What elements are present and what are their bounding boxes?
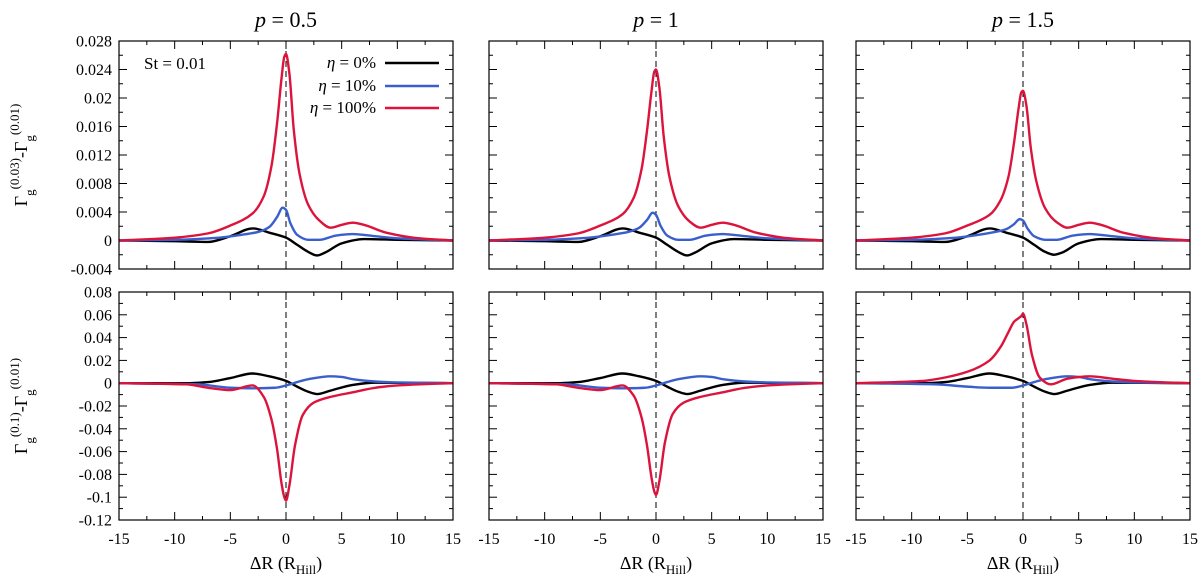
y-tick-label: 0.004 (76, 205, 112, 222)
x-tick-label: 15 (1182, 531, 1198, 548)
x-axis-label: ΔR (RHill) (620, 553, 692, 577)
series-line-0 (856, 227, 1190, 256)
x-tick-label: -15 (478, 531, 499, 548)
y-tick-label: -0.04 (79, 421, 112, 438)
x-tick-label: 0 (1019, 531, 1027, 548)
x-tick-label: 5 (1075, 531, 1083, 548)
y-tick-label: -0.06 (79, 444, 112, 461)
series-line-10 (856, 217, 1190, 242)
svg-text:Γg(0.1)-Γg(0.01): Γg(0.1)-Γg(0.01) (7, 358, 37, 454)
legend-entry: η = 100% (310, 98, 439, 117)
x-tick-label: 10 (759, 531, 775, 548)
y-tick-label: 0.02 (84, 353, 112, 370)
series-line-100 (856, 312, 1190, 386)
y-axis-label: Γg(0.03)-Γg(0.01) (7, 104, 37, 207)
series-line-10 (489, 211, 823, 242)
y-tick-label: 0.06 (84, 307, 112, 324)
column-title: p = 1.5 (990, 7, 1054, 32)
x-tick-label: 15 (815, 531, 831, 548)
series-line-100 (119, 382, 453, 502)
y-tick-label: 0 (104, 233, 112, 250)
column-title: p = 1 (631, 7, 678, 32)
panel-r1-c2 (488, 40, 824, 270)
legend-label: η = 10% (318, 76, 376, 95)
y-tick-label: -0.1 (87, 490, 112, 507)
series-line-10 (119, 375, 453, 390)
x-axis-label: ΔR (RHill) (250, 553, 322, 577)
x-tick-label: -10 (534, 531, 555, 548)
plot-frame (855, 40, 1191, 270)
x-tick-label: 0 (282, 531, 290, 548)
y-tick-label: 0.024 (76, 62, 112, 79)
series-line-100 (119, 52, 453, 242)
plot-frame (488, 291, 824, 521)
y-tick-label: -0.02 (79, 399, 112, 416)
series-line-10 (856, 375, 1190, 389)
x-tick-label: -15 (108, 531, 129, 548)
x-tick-label: 5 (708, 531, 716, 548)
legend-entry: η = 10% (318, 76, 439, 95)
y-tick-label: 0.02 (84, 91, 112, 108)
y-tick-label: 0.008 (76, 176, 112, 193)
x-tick-label: 10 (389, 531, 405, 548)
y-tick-label: -0.12 (79, 513, 112, 530)
x-tick-label: -10 (901, 531, 922, 548)
legend-entry: η = 0% (327, 53, 439, 72)
y-tick-label: 0 (104, 376, 112, 393)
series-line-0 (119, 227, 453, 257)
y-tick-label: 0.08 (84, 285, 112, 302)
column-title: p = 0.5 (253, 7, 317, 32)
y-tick-label: -0.08 (79, 467, 112, 484)
legend-label: η = 0% (327, 53, 376, 72)
panel-r2-c1: -15 -10 -5 0 5 10 15 -0.12 -0.1 -0.08 -0.06 -0.04 -0… (79, 285, 461, 549)
series-line-10 (119, 206, 453, 242)
legend: η = 0% η = 10% η = 100% (310, 53, 439, 117)
y-tick-label: 0.012 (76, 148, 112, 165)
x-axis-label: ΔR (RHill) (987, 553, 1059, 577)
svg-text:Γg(0.03)-Γg(0.01): Γg(0.03)-Γg(0.01) (7, 104, 37, 207)
panel-r2-c2: -15 -10 -5 0 5 10 15 (478, 291, 831, 548)
stokes-annotation: St = 0.01 (144, 54, 206, 73)
y-tick-label: 0.04 (84, 330, 112, 347)
series-line-10 (489, 375, 823, 390)
plot-frame (118, 291, 454, 521)
series-line-100 (856, 89, 1190, 242)
x-tick-label: -5 (594, 531, 607, 548)
x-tick-label: -5 (961, 531, 974, 548)
x-tick-label: 5 (338, 531, 346, 548)
series-line-100 (489, 382, 823, 497)
x-tick-label: 10 (1126, 531, 1142, 548)
panel-r2-c3: -15 -10 -5 0 5 10 15 (845, 291, 1198, 548)
x-tick-label: -15 (845, 531, 866, 548)
legend-label: η = 100% (310, 98, 376, 117)
plot-frame (488, 40, 824, 270)
y-axis-label: Γg(0.1)-Γg(0.01) (7, 358, 37, 454)
x-tick-label: -10 (164, 531, 185, 548)
x-tick-label: 15 (445, 531, 461, 548)
x-tick-label: 0 (652, 531, 660, 548)
plot-frame (855, 291, 1191, 521)
y-tick-label: -0.004 (71, 262, 112, 279)
y-tick-label: 0.016 (76, 119, 112, 136)
series-line-0 (489, 227, 823, 257)
panel-r1-c3 (855, 40, 1191, 270)
y-tick-label: 0.028 (76, 34, 112, 51)
x-tick-label: -5 (224, 531, 237, 548)
panel-r1-c1: -0.004 0 0.004 0.008 0.012 0.016 0.02 0.024 0.02… (71, 34, 454, 279)
plot-frame (118, 40, 454, 270)
series-line-100 (489, 68, 823, 242)
